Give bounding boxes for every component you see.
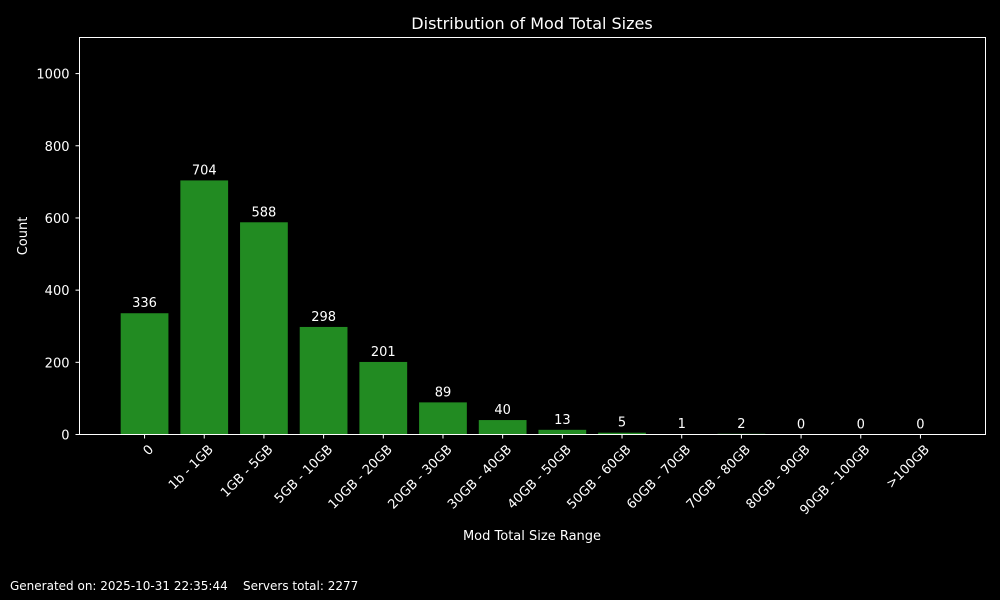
bar	[598, 432, 646, 435]
y-tick-label: 1000	[36, 68, 69, 83]
y-tick-label: 200	[45, 356, 70, 371]
bar	[299, 326, 348, 435]
bar	[478, 420, 527, 435]
data-label: 704	[192, 163, 217, 178]
y-tick-label: 600	[45, 212, 70, 227]
data-label: 0	[857, 418, 865, 433]
x-tick-label: 5GB - 10GB	[272, 442, 336, 506]
data-label: 336	[132, 296, 157, 311]
y-axis-label: Count	[16, 217, 31, 256]
x-tick-label: 0	[141, 442, 157, 458]
bar	[120, 313, 169, 435]
data-label: 201	[371, 345, 396, 360]
data-labels: 336 704 588 298 201 89 40 13 5 1 2 0 0 0	[132, 163, 924, 432]
plot-frame	[79, 37, 986, 435]
data-label: 0	[916, 418, 924, 433]
y-tick-label: 400	[45, 284, 70, 299]
bar	[419, 402, 467, 435]
y-tick-label: 800	[45, 140, 70, 155]
x-tick-label: 1b - 1GB	[166, 442, 217, 493]
y-ticks: 0 200 400 600 800 1000	[36, 68, 80, 444]
servers-total: Servers total: 2277	[243, 579, 359, 593]
y-tick-label: 0	[61, 429, 69, 444]
x-axis-label: Mod Total Size Range	[463, 529, 601, 544]
data-label: 40	[494, 403, 511, 418]
x-tick-label: >100GB	[884, 442, 933, 491]
bar	[240, 222, 288, 435]
bar	[538, 429, 587, 435]
data-label: 13	[554, 413, 571, 428]
data-label: 5	[618, 416, 626, 431]
chart-title: Distribution of Mod Total Sizes	[411, 14, 652, 33]
bar	[359, 361, 408, 435]
bars	[120, 180, 766, 435]
data-label: 2	[737, 417, 745, 432]
bar	[180, 180, 229, 435]
data-label: 298	[311, 310, 336, 325]
x-tick-label: 1GB - 5GB	[218, 442, 276, 500]
generated-timestamp: Generated on: 2025-10-31 22:35:44	[10, 579, 228, 593]
data-label: 588	[252, 205, 277, 220]
data-label: 0	[797, 418, 805, 433]
footer: Generated on: 2025-10-31 22:35:44 Server…	[10, 579, 358, 593]
data-label: 1	[678, 417, 686, 432]
data-label: 89	[435, 385, 452, 400]
